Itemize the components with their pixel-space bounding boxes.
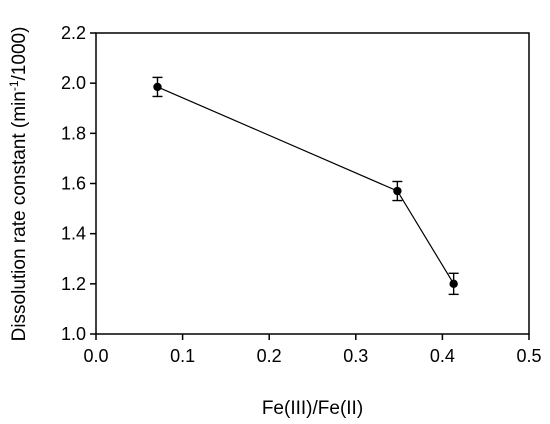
series-layer <box>152 76 459 296</box>
x-tick-label: 0.4 <box>430 346 455 366</box>
y-tick-label: 1.2 <box>61 274 86 294</box>
x-axis-label: Fe(III)/Fe(II) <box>262 398 363 419</box>
y-axis-label-tail: /1000) <box>9 27 30 81</box>
y-tick-label: 1.4 <box>61 224 86 244</box>
y-axis: 1.0 1.2 1.4 1.6 1.8 2.0 2.2 <box>61 23 96 344</box>
data-point <box>449 279 458 289</box>
data-point <box>393 186 402 196</box>
x-tick-label: 0.2 <box>257 346 282 366</box>
y-tick-label: 1.8 <box>61 123 86 143</box>
y-tick-label: 1.0 <box>61 324 86 344</box>
x-tick-label: 0.1 <box>170 346 195 366</box>
y-axis-label: Dissolution rate constant (min-1/1000) <box>7 27 30 342</box>
y-tick-label: 1.6 <box>61 174 86 194</box>
y-tick-label: 2.0 <box>61 73 86 93</box>
y-axis-label-superscript: -1 <box>7 80 21 91</box>
x-axis: 0.0 0.1 0.2 0.3 0.4 0.5 <box>83 334 542 366</box>
y-axis-label-main: Dissolution rate constant (min <box>9 91 30 341</box>
x-tick-label: 0.0 <box>83 346 108 366</box>
x-tick-label: 0.3 <box>343 346 368 366</box>
x-tick-label: 0.5 <box>516 346 541 366</box>
plot-frame <box>95 32 530 335</box>
y-tick-label: 2.2 <box>61 23 86 43</box>
series-line <box>157 86 455 285</box>
data-point <box>153 82 162 92</box>
